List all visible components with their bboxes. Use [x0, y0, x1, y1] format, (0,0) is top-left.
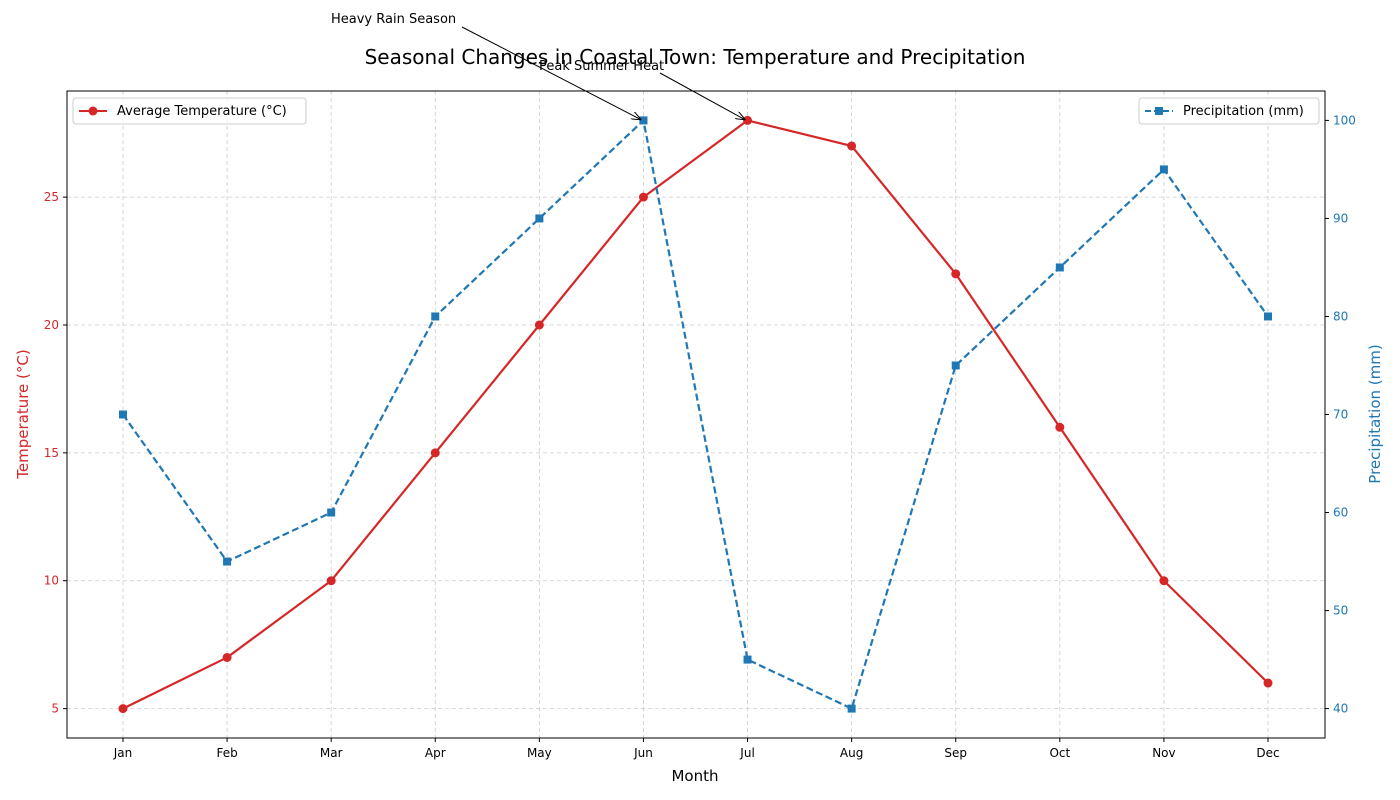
- legend-precipitation: Precipitation (mm): [1138, 97, 1320, 125]
- grid-lines: [67, 91, 1325, 738]
- y-axis-right-title: Precipitation (mm): [1366, 344, 1384, 483]
- precipitation-point: [119, 410, 127, 419]
- legend-temperature-label: Average Temperature (°C): [117, 104, 287, 119]
- temperature-point: [118, 704, 128, 714]
- temperature-point: [847, 141, 857, 151]
- precipitation-line: [122, 119, 1269, 710]
- y-axis-right: 40 50 60 70 80 90 100: [1325, 113, 1356, 716]
- y-right-tick-label: 80: [1333, 309, 1348, 323]
- x-tick-label: Mar: [320, 746, 343, 760]
- x-axis: Jan Feb Mar Apr May Jun Jul Aug Sep Oct Nov Dec: [113, 738, 1280, 760]
- y-left-tick-label: 10: [44, 574, 59, 588]
- legend-precipitation-box: [1138, 97, 1320, 125]
- precipitation-point: [743, 655, 752, 664]
- x-tick-label: Jul: [739, 746, 754, 760]
- y-right-tick-label: 70: [1333, 408, 1348, 422]
- legend-precipitation-marker: [1155, 107, 1163, 115]
- temperature-point: [326, 576, 336, 586]
- precipitation-point: [1055, 263, 1064, 272]
- annotation-arrow: [659, 72, 745, 119]
- precipitation-point: [951, 361, 960, 370]
- legend-temperature-box: [72, 97, 307, 125]
- temperature-line: [122, 119, 1269, 710]
- y-axis-left: 5 10 15 20 25: [44, 190, 67, 716]
- precipitation-point: [639, 116, 648, 125]
- x-tick-label: Apr: [425, 746, 446, 760]
- x-tick-label: Dec: [1256, 746, 1279, 760]
- chart-title: Seasonal Changes in Coastal Town: Temper…: [365, 45, 1026, 69]
- precipitation-point: [223, 557, 232, 566]
- annotation-arrow: [461, 26, 640, 119]
- precipitation-point: [1264, 312, 1272, 321]
- temperature-point: [534, 320, 544, 330]
- plot-frame: [66, 90, 1326, 739]
- precipitation-point: [847, 704, 856, 713]
- legend-precipitation-label: Precipitation (mm): [1183, 104, 1304, 119]
- y-right-tick-label: 90: [1333, 211, 1348, 225]
- temperature-point: [1159, 576, 1169, 586]
- x-tick-label: Jan: [113, 746, 133, 760]
- temperature-point: [1055, 422, 1065, 432]
- y-left-tick-label: 15: [44, 446, 59, 460]
- annotation-label: Peak Summer Heat: [539, 59, 664, 74]
- annotations: Heavy Rain Season Peak Summer Heat: [331, 12, 745, 119]
- temperature-point: [743, 115, 753, 125]
- x-tick-label: May: [527, 746, 552, 760]
- y-left-tick-label: 5: [51, 702, 59, 716]
- temperature-point: [222, 652, 232, 662]
- x-tick-label: Nov: [1152, 746, 1175, 760]
- precipitation-point: [1159, 165, 1168, 174]
- x-tick-label: Sep: [944, 746, 967, 760]
- temperature-point: [430, 448, 440, 458]
- y-axis-left-title: Temperature (°C): [14, 349, 32, 479]
- precipitation-point: [327, 508, 336, 517]
- legend-temperature-marker: [88, 106, 98, 116]
- precipitation-point: [431, 312, 440, 321]
- y-right-tick-label: 100: [1333, 113, 1356, 127]
- y-left-tick-label: 25: [44, 190, 59, 204]
- x-axis-title: Month: [671, 767, 718, 785]
- x-tick-label: Oct: [1049, 746, 1070, 760]
- precipitation-point: [535, 214, 544, 223]
- temperature-point: [951, 269, 961, 279]
- y-right-tick-label: 50: [1333, 604, 1348, 618]
- y-left-tick-label: 20: [44, 318, 59, 332]
- series-layer: [118, 115, 1273, 714]
- temperature-point: [1263, 678, 1273, 688]
- y-right-tick-label: 40: [1333, 702, 1348, 716]
- x-tick-label: Feb: [216, 746, 237, 760]
- x-tick-label: Jun: [633, 746, 653, 760]
- y-right-tick-label: 60: [1333, 506, 1348, 520]
- x-tick-label: Aug: [840, 746, 863, 760]
- annotation-label: Heavy Rain Season: [331, 12, 456, 27]
- legend-temperature: Average Temperature (°C): [72, 97, 307, 125]
- temperature-point: [638, 192, 648, 202]
